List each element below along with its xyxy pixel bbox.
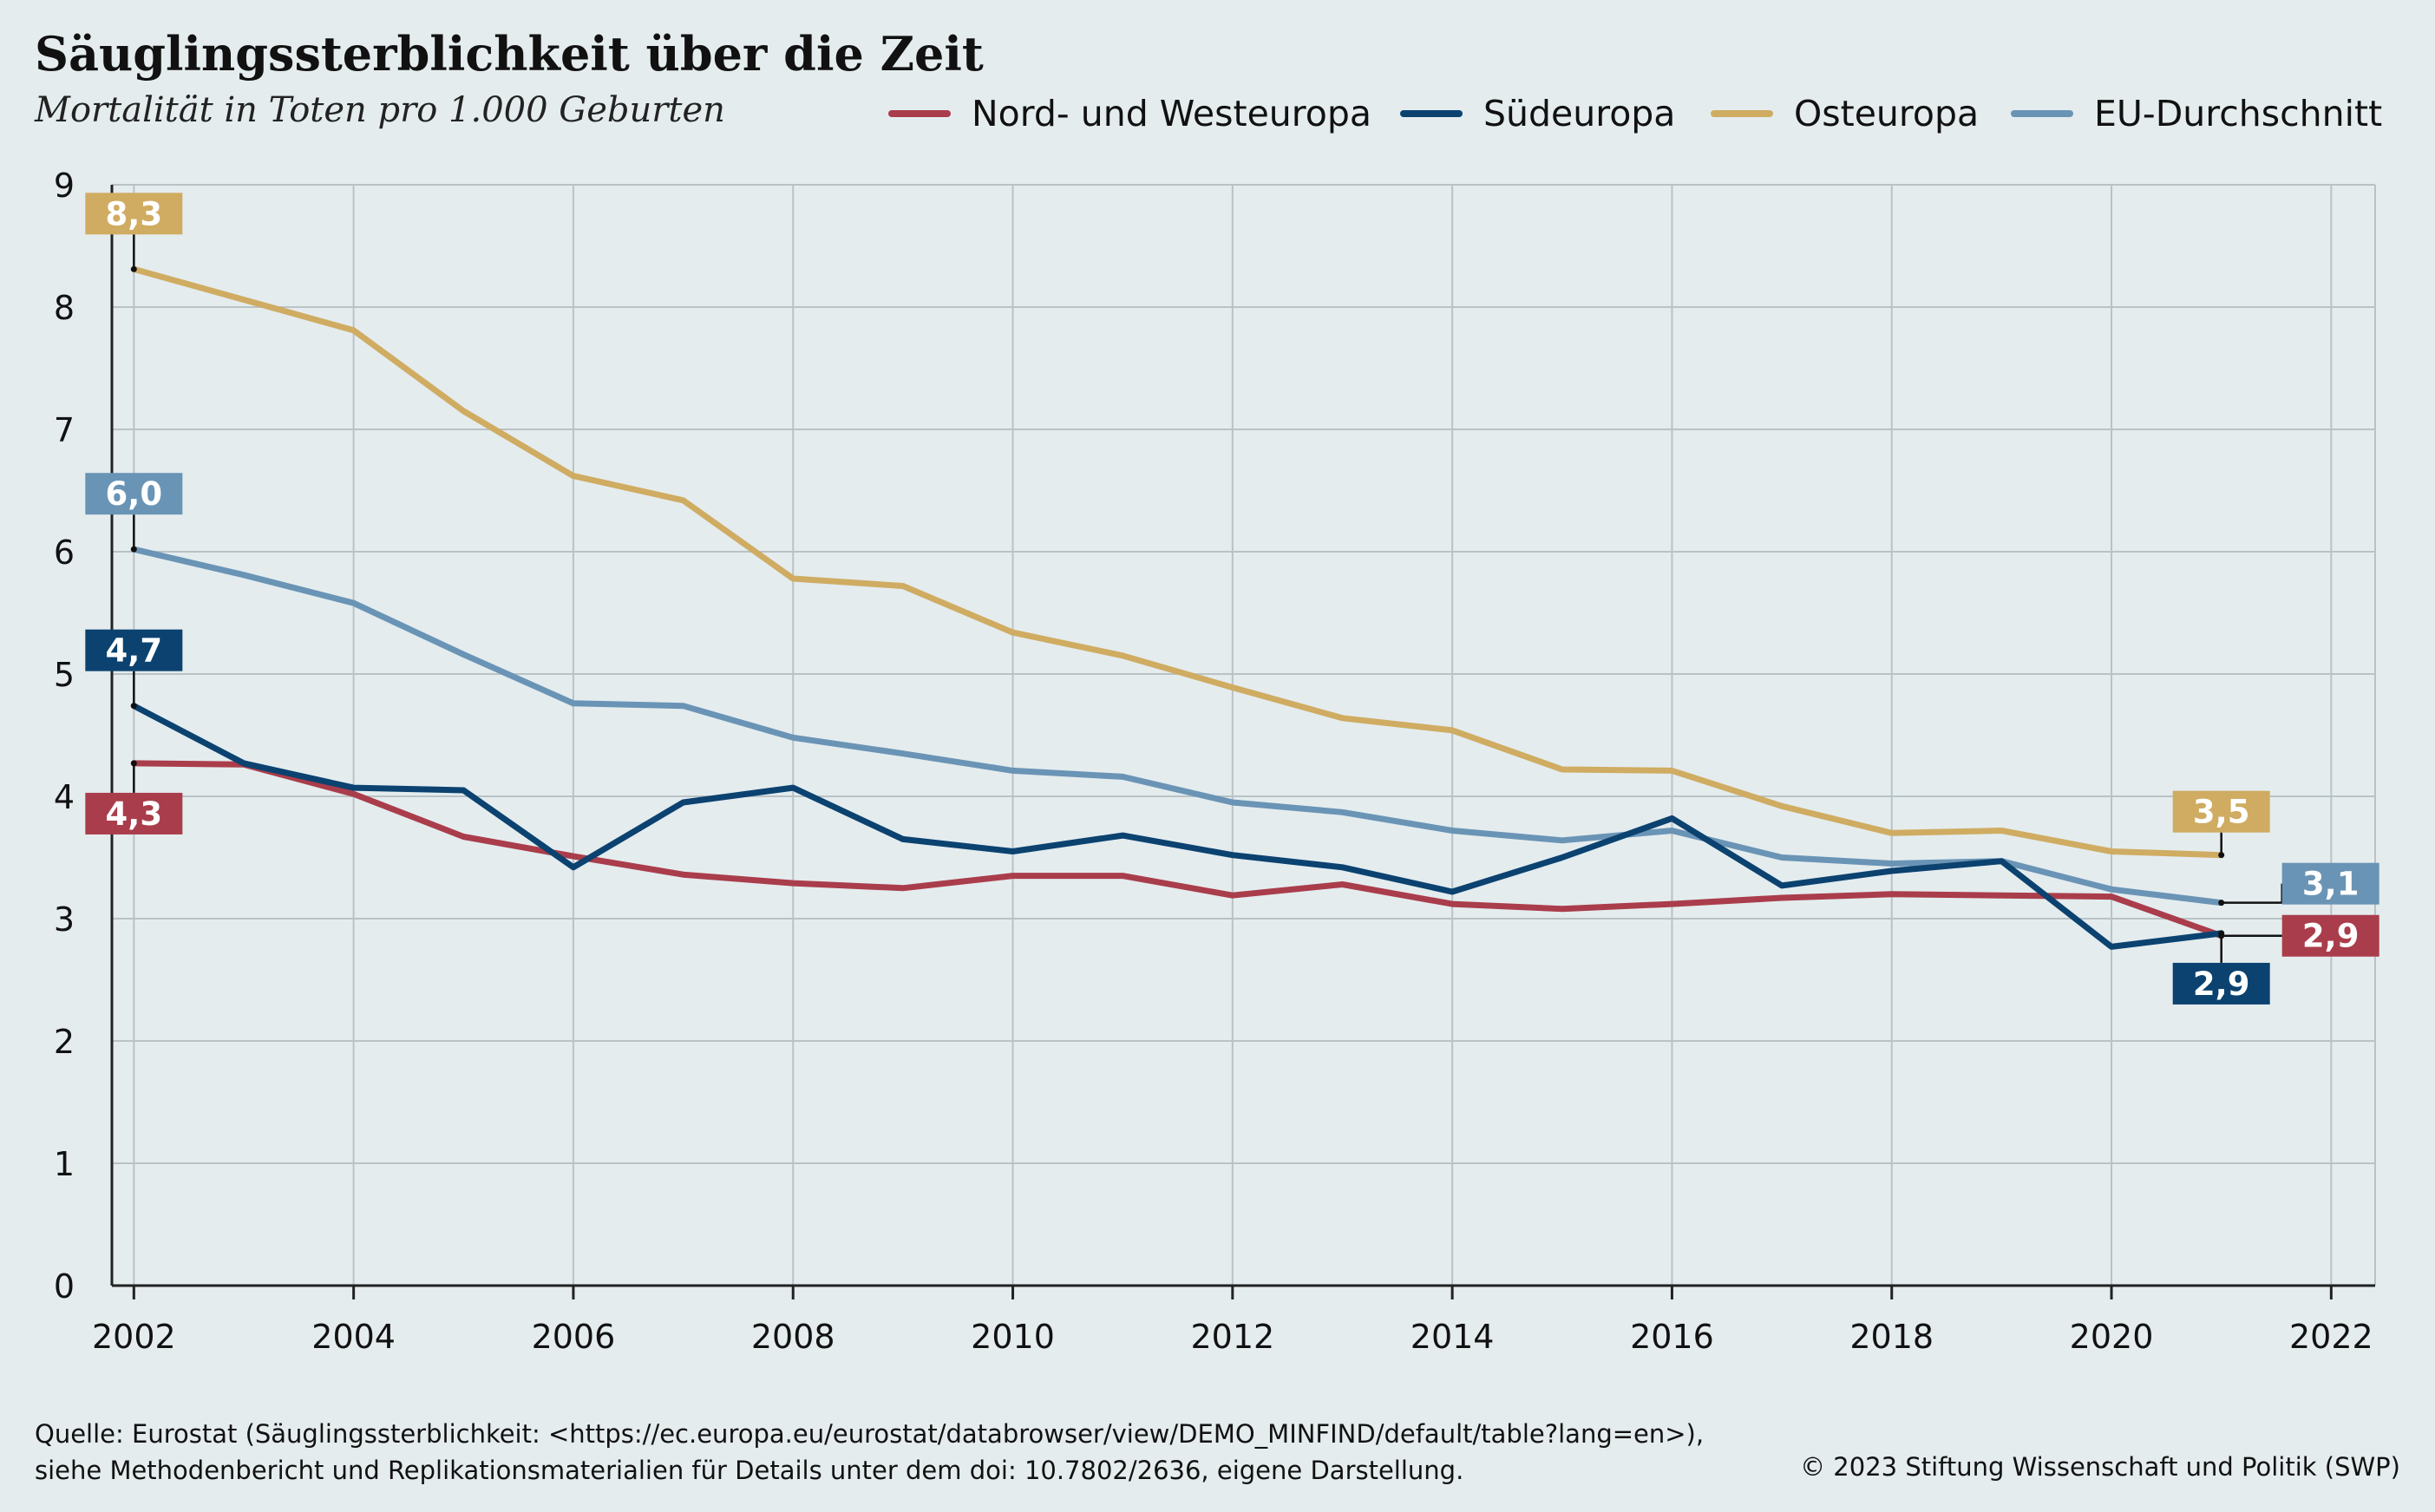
x-tick-label: 2010 — [971, 1318, 1055, 1356]
x-tick-label: 2002 — [92, 1318, 176, 1356]
x-tick-label: 2008 — [751, 1318, 835, 1356]
start-label-südeuropa-text: 4,7 — [106, 632, 163, 670]
x-tick-label: 2022 — [2289, 1318, 2373, 1356]
start-label-südeuropa-box — [85, 629, 183, 671]
end-label-nord-und-westeuropa-text: 2,9 — [2302, 918, 2360, 955]
start-label-osteuropa-text: 8,3 — [106, 195, 163, 232]
y-tick-label: 8 — [54, 289, 75, 327]
end-label-osteuropa-text: 3,5 — [2193, 794, 2250, 831]
y-tick-label: 1 — [54, 1145, 75, 1183]
end-label-eu-durchschnitt-box — [2281, 862, 2379, 905]
series-line-südeuropa — [130, 703, 2225, 950]
x-tick-label: 2018 — [1849, 1318, 1934, 1356]
y-tick-label: 5 — [54, 656, 75, 694]
start-label-osteuropa-box — [85, 193, 183, 235]
end-label-osteuropa-box — [2172, 790, 2270, 833]
end-label-eu-durchschnitt-text: 3,1 — [2302, 866, 2360, 903]
start-label-eu-durchschnitt-text: 6,0 — [106, 475, 163, 513]
series-lines — [130, 265, 2225, 950]
y-tick-label: 7 — [54, 411, 75, 449]
series-line-nord-und-westeuropa — [130, 760, 2225, 939]
start-label-nord-und-westeuropa-text: 4,3 — [106, 795, 163, 833]
chart-subtitle: Mortalität in Toten pro 1.000 Geburten — [35, 90, 725, 130]
source-line-2: siehe Methodenbericht und Replikationsma… — [35, 1456, 1464, 1485]
y-tick-label: 9 — [54, 167, 75, 205]
y-tick-label: 3 — [54, 900, 75, 939]
y-tick-label: 2 — [54, 1023, 75, 1061]
x-tick-label: 2016 — [1630, 1318, 1714, 1356]
x-tick-label: 2004 — [311, 1318, 396, 1356]
start-label-eu-durchschnitt-box — [85, 473, 183, 515]
x-tick-label: 2006 — [532, 1318, 616, 1356]
series-line-eu-durchschnitt — [130, 546, 2225, 907]
axis-ticks: 0 1 2 3 4 5 6 7 8 9 2002 2004 2006 2008 2010 2012 2014 20… — [54, 167, 2375, 1356]
chart-title: Säuglingssterblichkeit über die Zeit — [35, 26, 984, 82]
y-tick-label: 4 — [54, 778, 75, 816]
end-label-südeuropa-box — [2172, 962, 2270, 1005]
source-note: Quelle: Eurostat (Säuglingssterblichkeit… — [35, 1416, 1704, 1489]
start-label-nord-und-westeuropa-box — [85, 792, 183, 835]
series-line-osteuropa — [130, 265, 2225, 859]
y-tick-label: 0 — [54, 1267, 75, 1306]
source-line-1: Quelle: Eurostat (Säuglingssterblichkeit… — [35, 1419, 1705, 1449]
grid — [112, 184, 2376, 1286]
end-label-südeuropa-text: 2,9 — [2193, 965, 2250, 1003]
copyright: © 2023 Stiftung Wissenschaft und Politik… — [1800, 1452, 2400, 1482]
x-tick-label: 2012 — [1190, 1318, 1274, 1356]
x-tick-label: 2014 — [1411, 1318, 1495, 1356]
x-tick-label: 2020 — [2070, 1318, 2154, 1356]
value-labels: 6,0 3,1 4,3 2,9 4,7 2,9 8,3 3,5 — [85, 193, 2379, 1005]
end-label-nord-und-westeuropa-box — [2281, 914, 2379, 957]
y-tick-label: 6 — [54, 533, 75, 572]
